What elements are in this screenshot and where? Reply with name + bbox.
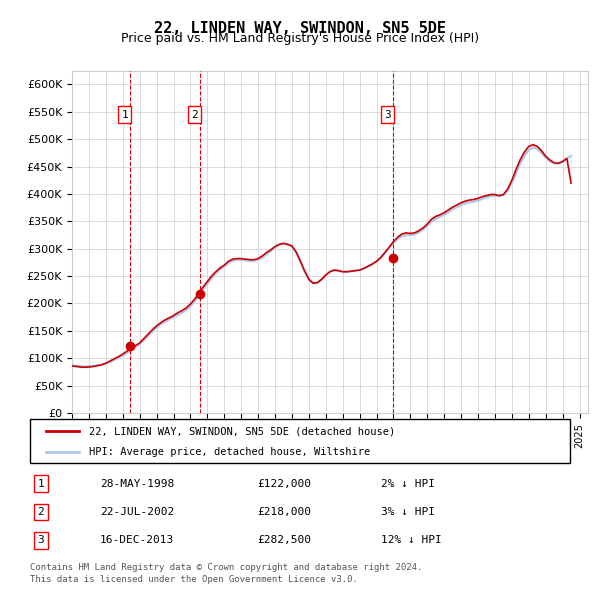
FancyBboxPatch shape xyxy=(30,419,570,463)
Text: 1: 1 xyxy=(121,110,128,120)
Text: 3% ↓ HPI: 3% ↓ HPI xyxy=(381,507,435,517)
Text: 22, LINDEN WAY, SWINDON, SN5 5DE (detached house): 22, LINDEN WAY, SWINDON, SN5 5DE (detach… xyxy=(89,427,395,436)
Text: 1: 1 xyxy=(37,479,44,489)
Text: Price paid vs. HM Land Registry's House Price Index (HPI): Price paid vs. HM Land Registry's House … xyxy=(121,32,479,45)
Text: 22, LINDEN WAY, SWINDON, SN5 5DE: 22, LINDEN WAY, SWINDON, SN5 5DE xyxy=(154,21,446,35)
Text: 28-MAY-1998: 28-MAY-1998 xyxy=(100,479,175,489)
Text: HPI: Average price, detached house, Wiltshire: HPI: Average price, detached house, Wilt… xyxy=(89,447,371,457)
Text: £282,500: £282,500 xyxy=(257,536,311,545)
Text: 16-DEC-2013: 16-DEC-2013 xyxy=(100,536,175,545)
Text: Contains HM Land Registry data © Crown copyright and database right 2024.: Contains HM Land Registry data © Crown c… xyxy=(30,563,422,572)
Text: £122,000: £122,000 xyxy=(257,479,311,489)
Text: 3: 3 xyxy=(385,110,391,120)
Text: 2% ↓ HPI: 2% ↓ HPI xyxy=(381,479,435,489)
Text: 22-JUL-2002: 22-JUL-2002 xyxy=(100,507,175,517)
Text: This data is licensed under the Open Government Licence v3.0.: This data is licensed under the Open Gov… xyxy=(30,575,358,584)
Text: 2: 2 xyxy=(37,507,44,517)
Text: 2: 2 xyxy=(191,110,198,120)
Text: 3: 3 xyxy=(37,536,44,545)
Text: £218,000: £218,000 xyxy=(257,507,311,517)
Text: 12% ↓ HPI: 12% ↓ HPI xyxy=(381,536,442,545)
